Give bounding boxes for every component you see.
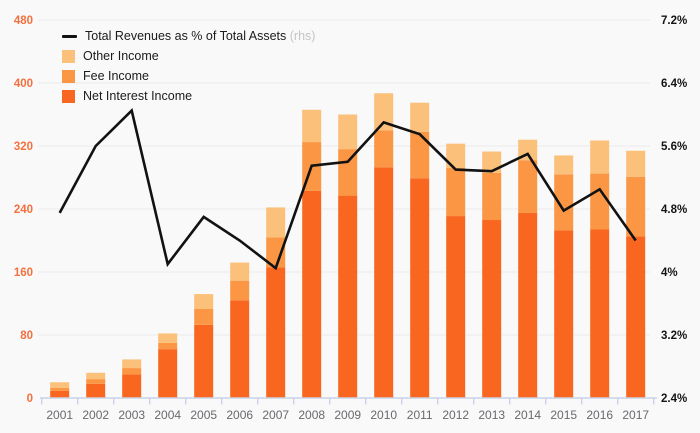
right-axis-tick-label: 5.6% bbox=[661, 141, 687, 153]
right-axis-tick-label: 4% bbox=[661, 267, 678, 279]
bar-segment-net-interest-income-2013 bbox=[482, 220, 502, 398]
bar-segment-other-income-2011 bbox=[410, 102, 430, 132]
x-axis-label-2015: 2015 bbox=[550, 408, 577, 422]
legend-line-marker-icon bbox=[62, 34, 77, 38]
left-axis-tick-label: 320 bbox=[14, 141, 33, 153]
bar-segment-other-income-2002 bbox=[86, 372, 106, 380]
bar-segment-net-interest-income-2001 bbox=[50, 390, 70, 398]
bar-segment-fee-income-2007 bbox=[266, 237, 286, 268]
bar-segment-fee-income-2017 bbox=[626, 176, 646, 237]
legend-item-total-revenues-as-of-total-assets: Total Revenues as % of Total Assets (rhs… bbox=[62, 26, 315, 46]
left-axis-tick-label: 80 bbox=[20, 330, 33, 342]
bar-segment-fee-income-2001 bbox=[50, 387, 70, 391]
right-axis-tick-label: 7.2% bbox=[661, 15, 687, 27]
bar-segment-net-interest-income-2011 bbox=[410, 178, 430, 398]
legend-swatch-icon bbox=[62, 69, 75, 83]
left-axis-tick-label: 480 bbox=[14, 15, 33, 27]
bar-segment-net-interest-income-2010 bbox=[374, 167, 394, 398]
legend-label-net-interest-income: Net Interest Income bbox=[83, 89, 193, 103]
left-axis-tick-label: 400 bbox=[14, 78, 33, 90]
legend-swatch-icon bbox=[62, 89, 75, 103]
chart-legend: Total Revenues as % of Total Assets (rhs… bbox=[62, 26, 315, 106]
bar-segment-net-interest-income-2016 bbox=[590, 229, 610, 398]
bar-segment-other-income-2003 bbox=[122, 359, 142, 369]
x-axis-label-2001: 2001 bbox=[46, 408, 73, 422]
right-axis-tick-label: 3.2% bbox=[661, 330, 687, 342]
right-axis-tick-label: 4.8% bbox=[661, 204, 687, 216]
left-axis-tick-label: 160 bbox=[14, 267, 33, 279]
x-axis-label-2011: 2011 bbox=[407, 408, 433, 422]
bar-segment-fee-income-2015 bbox=[554, 174, 574, 231]
right-axis-tick-label: 6.4% bbox=[661, 78, 687, 90]
bar-segment-other-income-2005 bbox=[194, 294, 214, 310]
bar-segment-fee-income-2011 bbox=[410, 131, 430, 179]
legend-swatch-icon bbox=[62, 49, 75, 63]
right-axis-tick-label: 2.4% bbox=[661, 393, 687, 405]
bar-segment-net-interest-income-2006 bbox=[230, 300, 250, 398]
legend-item-other-income: Other Income bbox=[62, 46, 315, 66]
bar-segment-fee-income-2010 bbox=[374, 130, 394, 168]
legend-item-net-interest-income: Net Interest Income bbox=[62, 86, 315, 106]
bar-segment-fee-income-2012 bbox=[446, 168, 466, 217]
bar-segment-other-income-2016 bbox=[590, 140, 610, 174]
bar-segment-net-interest-income-2007 bbox=[266, 267, 286, 398]
bar-segment-other-income-2012 bbox=[446, 143, 466, 169]
bar-segment-fee-income-2009 bbox=[338, 149, 358, 196]
bar-segment-fee-income-2005 bbox=[194, 309, 214, 325]
bar-segment-net-interest-income-2012 bbox=[446, 216, 466, 398]
total-revenues-line bbox=[58, 108, 637, 271]
x-axis-label-2013: 2013 bbox=[478, 408, 505, 422]
bar-segment-net-interest-income-2003 bbox=[122, 374, 142, 398]
x-axis-label-2002: 2002 bbox=[82, 408, 109, 422]
left-axis-tick-label: 240 bbox=[14, 204, 33, 216]
x-axis-label-2007: 2007 bbox=[262, 408, 289, 422]
x-axis-label-2017: 2017 bbox=[622, 408, 649, 422]
bar-segment-other-income-2006 bbox=[230, 262, 250, 281]
bar-segment-other-income-2013 bbox=[482, 151, 502, 173]
bar-segment-net-interest-income-2017 bbox=[626, 236, 646, 398]
legend-label-fee-income: Fee Income bbox=[83, 69, 150, 83]
bar-segment-fee-income-2014 bbox=[518, 160, 538, 213]
bar-segment-net-interest-income-2005 bbox=[194, 324, 214, 398]
bar-segment-fee-income-2016 bbox=[590, 173, 610, 230]
x-axis-label-2008: 2008 bbox=[298, 408, 325, 422]
x-axis-label-2014: 2014 bbox=[514, 408, 541, 422]
bar-segment-other-income-2017 bbox=[626, 150, 646, 177]
bar-segment-other-income-2004 bbox=[158, 333, 178, 343]
bar-segment-fee-income-2004 bbox=[158, 342, 178, 350]
bar-segment-other-income-2009 bbox=[338, 114, 358, 150]
bar-segment-fee-income-2013 bbox=[482, 172, 502, 221]
bar-segment-other-income-2008 bbox=[302, 109, 322, 143]
left-axis-tick-label: 0 bbox=[27, 393, 33, 405]
x-axis-label-2003: 2003 bbox=[118, 408, 145, 422]
bar-segment-net-interest-income-2014 bbox=[518, 212, 538, 398]
x-axis-label-2016: 2016 bbox=[586, 408, 613, 422]
bar-segment-other-income-2001 bbox=[50, 382, 70, 388]
bar-segment-other-income-2015 bbox=[554, 155, 574, 175]
bar-segment-fee-income-2003 bbox=[122, 368, 142, 375]
x-axis-label-2009: 2009 bbox=[334, 408, 361, 422]
bar-segment-other-income-2007 bbox=[266, 207, 286, 238]
x-axis-label-2006: 2006 bbox=[226, 408, 253, 422]
bar-segment-net-interest-income-2009 bbox=[338, 195, 358, 398]
bar-segment-fee-income-2006 bbox=[230, 280, 250, 301]
bar-segment-net-interest-income-2002 bbox=[86, 383, 106, 398]
x-axis-label-2005: 2005 bbox=[190, 408, 217, 422]
bar-segment-other-income-2010 bbox=[374, 93, 394, 131]
bar-segment-net-interest-income-2004 bbox=[158, 349, 178, 398]
bar-segment-net-interest-income-2015 bbox=[554, 230, 574, 398]
bar-segment-net-interest-income-2008 bbox=[302, 190, 322, 398]
legend-item-fee-income: Fee Income bbox=[62, 66, 315, 86]
legend-label-total-revenues-as-of-total-assets: Total Revenues as % of Total Assets (rhs… bbox=[85, 29, 316, 43]
legend-label-other-income: Other Income bbox=[83, 49, 159, 63]
bar-segment-fee-income-2002 bbox=[86, 379, 106, 384]
x-axis-label-2004: 2004 bbox=[154, 408, 181, 422]
x-axis-label-2010: 2010 bbox=[370, 408, 397, 422]
x-axis-label-2012: 2012 bbox=[442, 408, 469, 422]
legend-suffix-rhs: (rhs) bbox=[286, 29, 316, 43]
